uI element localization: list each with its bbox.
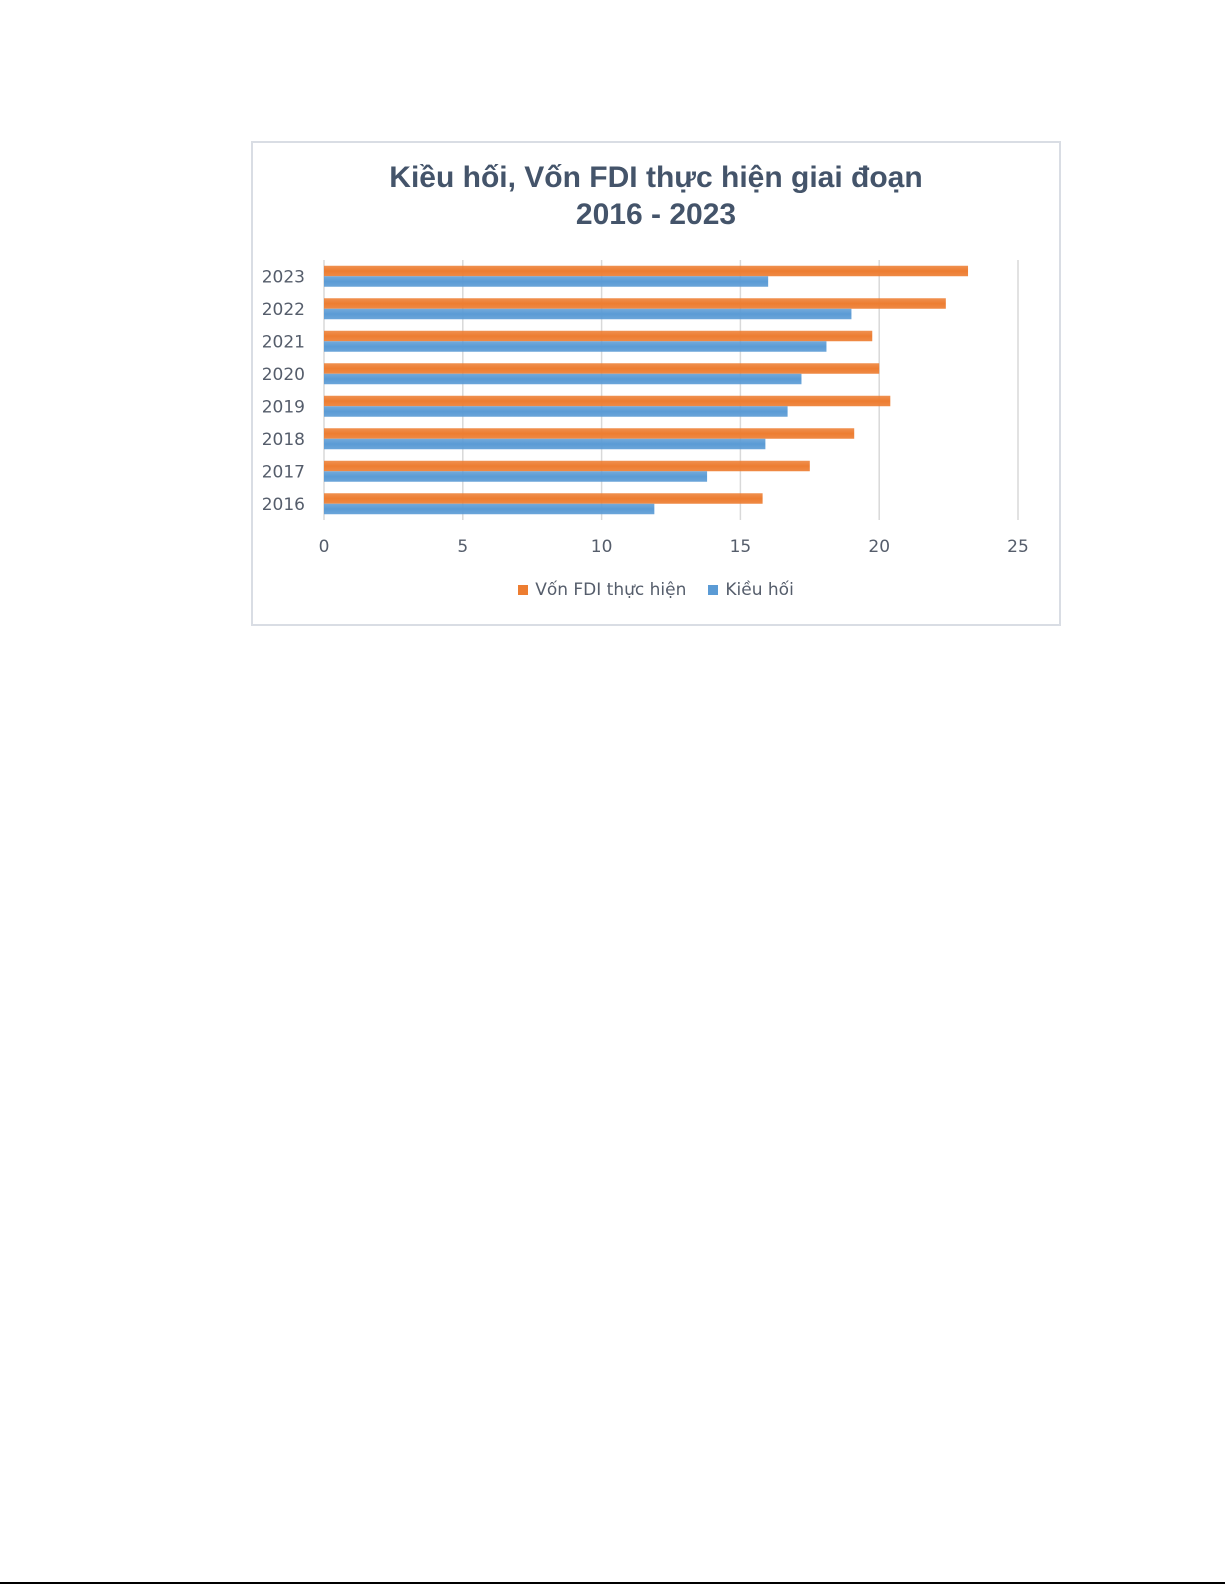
y-category-label: 2022 — [262, 300, 305, 320]
legend-label-fdi: Vốn FDI thực hiện — [535, 580, 687, 600]
legend-label-remittance: Kiều hối — [725, 580, 794, 600]
bar-remittance-2019 — [324, 406, 788, 417]
y-category-label: 2023 — [262, 267, 305, 287]
x-tick-label: 0 — [319, 537, 330, 557]
y-category-label: 2018 — [262, 430, 305, 450]
y-category-label: 2017 — [262, 462, 305, 482]
bar-fdi-2016 — [324, 493, 763, 504]
chart-title-line-2: 2016 - 2023 — [575, 198, 737, 231]
chart-plot: 0 5 10 15 20 25 2016 2017 2018 2019 2020 2021 2022 20… — [262, 260, 1029, 557]
bar-fdi-2022 — [324, 298, 946, 309]
legend-swatch-remittance — [708, 585, 719, 595]
bar-remittance-2022 — [324, 308, 852, 320]
legend-swatch-fdi — [518, 585, 529, 595]
bar-fdi-2021 — [324, 330, 873, 342]
y-category-label: 2020 — [262, 365, 305, 385]
x-tick-label: 15 — [730, 537, 752, 557]
chart-title-line-1: Kiều hối, Vốn FDI thực hiện giai đoạn — [389, 161, 923, 194]
x-tick-label: 10 — [591, 537, 613, 557]
x-tick-label: 20 — [868, 537, 890, 557]
bar-remittance-2021 — [324, 341, 827, 352]
x-tick-label: 5 — [457, 537, 468, 557]
bar-fdi-2017 — [324, 460, 810, 472]
legend-item-remittance: Kiều hối — [708, 580, 794, 600]
chart-legend: Vốn FDI thực hiện Kiều hối — [253, 580, 1059, 600]
bar-fdi-2023 — [324, 265, 969, 277]
bar-remittance-2016 — [324, 503, 655, 515]
y-category-label: 2021 — [262, 332, 305, 352]
bar-remittance-2018 — [324, 438, 766, 450]
y-category-label: 2019 — [262, 397, 305, 417]
bar-fdi-2019 — [324, 395, 891, 407]
bar-remittance-2017 — [324, 471, 708, 482]
legend-item-fdi: Vốn FDI thực hiện — [518, 580, 686, 600]
bar-fdi-2020 — [324, 363, 880, 374]
bar-fdi-2018 — [324, 428, 855, 439]
x-tick-label: 25 — [1007, 537, 1029, 557]
bar-remittance-2020 — [324, 373, 802, 385]
bar-remittance-2023 — [324, 276, 769, 287]
y-category-label: 2016 — [262, 495, 305, 515]
page-bottom-rule — [0, 1582, 1225, 1584]
chart-container: Kiều hối, Vốn FDI thực hiện giai đoạn 20… — [251, 141, 1061, 626]
